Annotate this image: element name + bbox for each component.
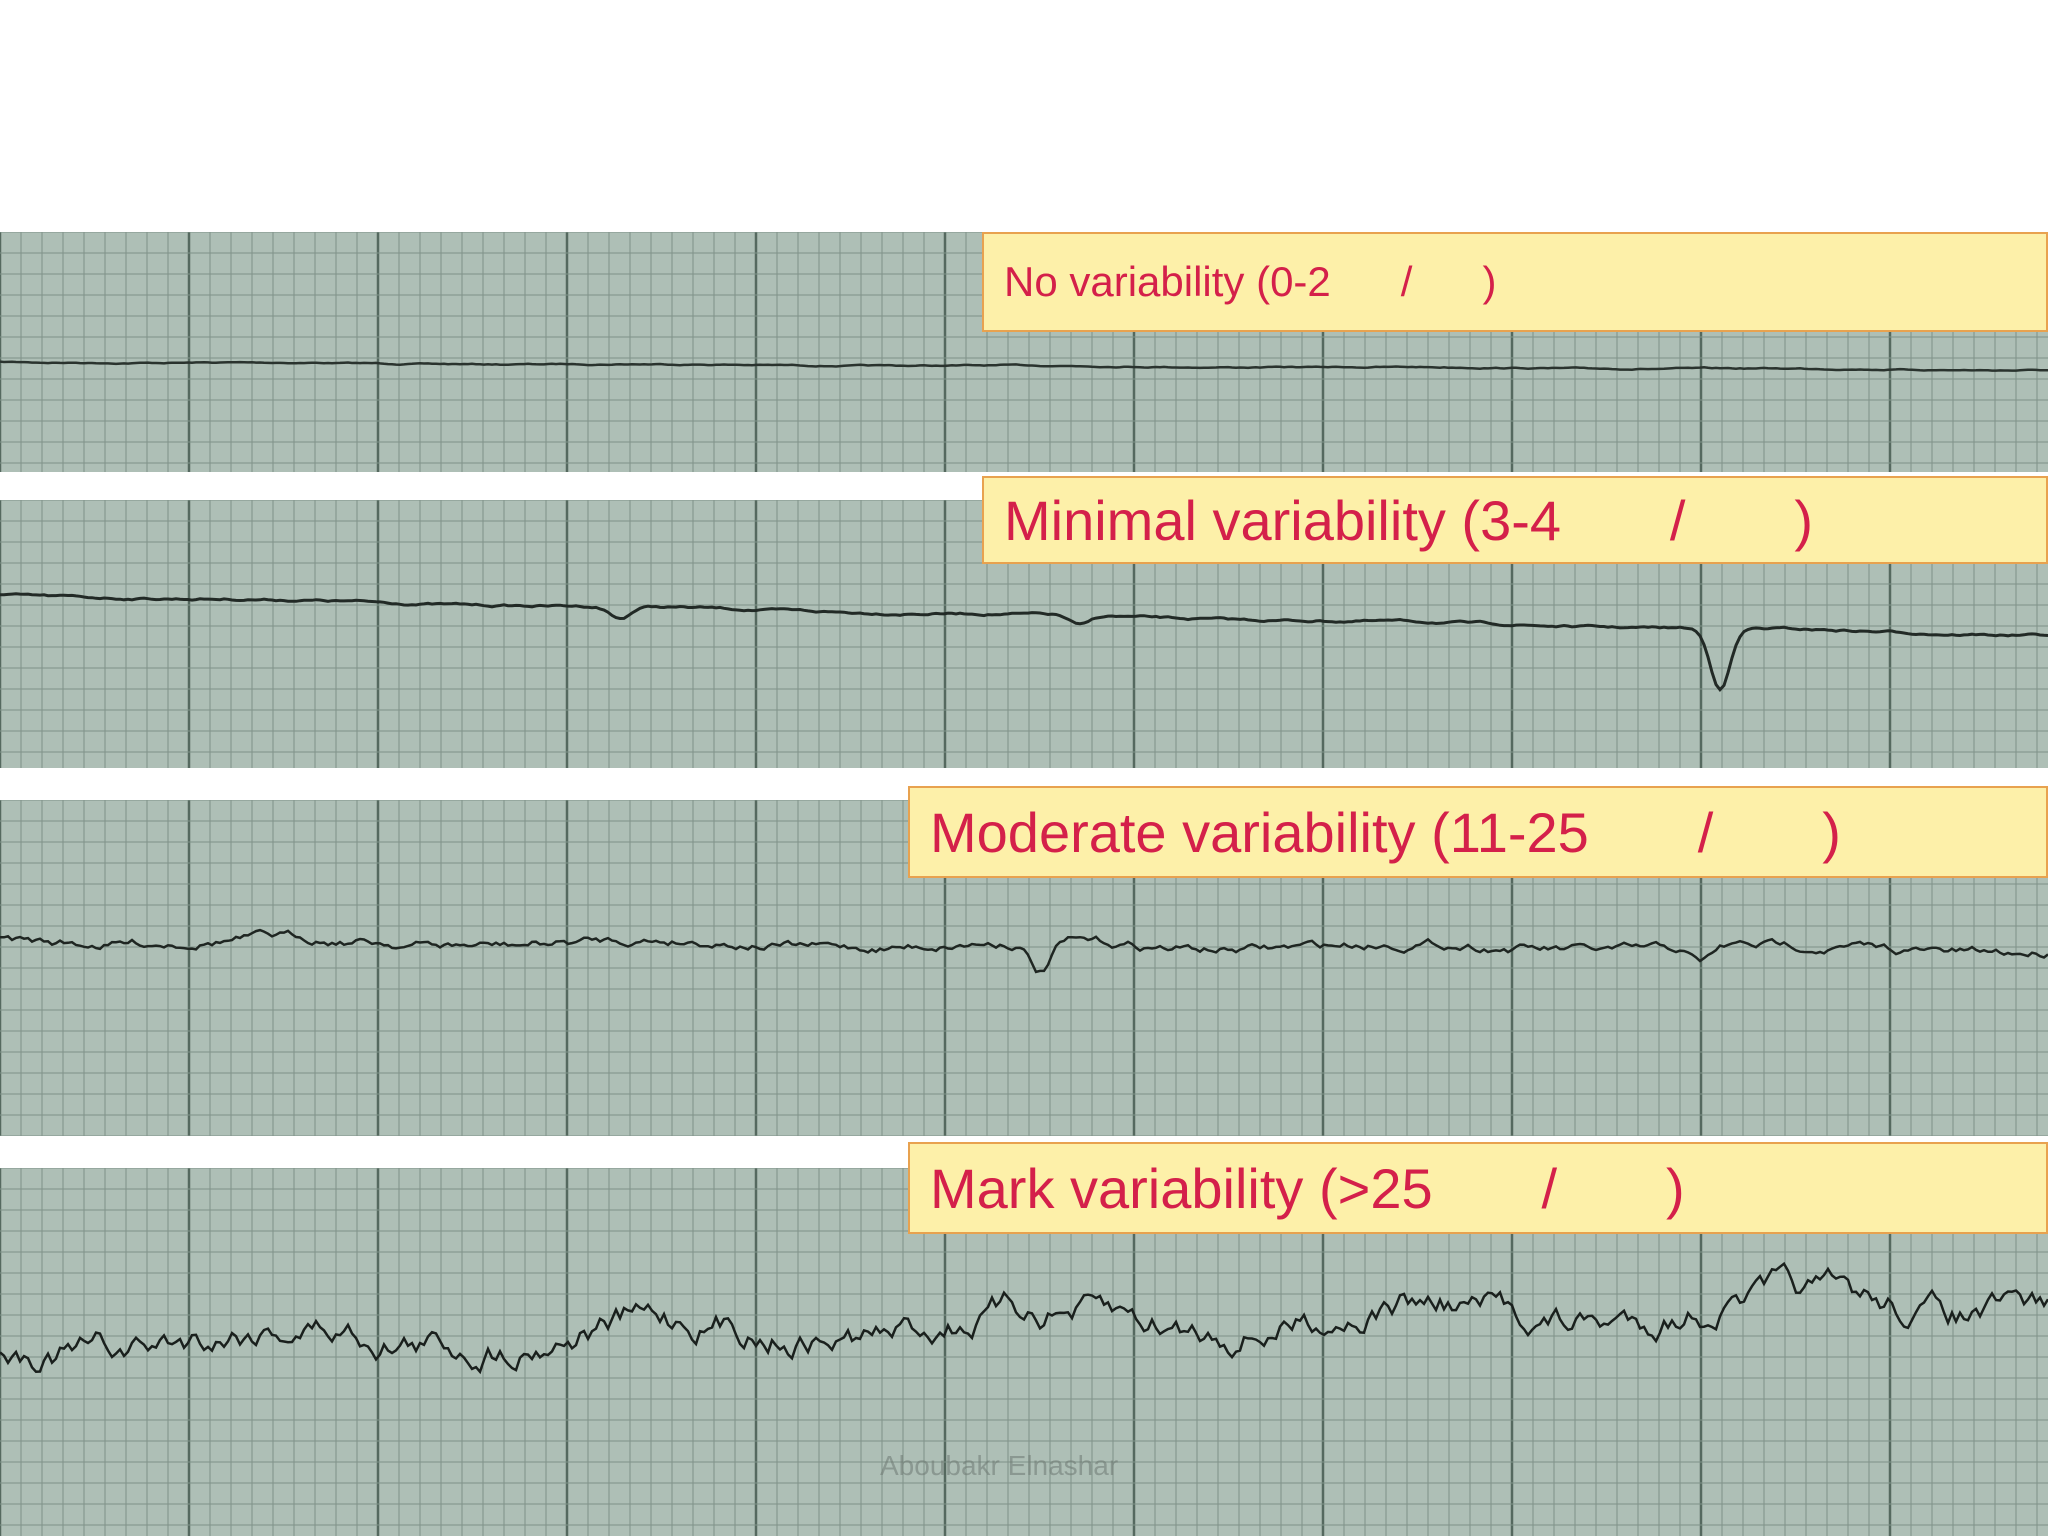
label-minimal-variability: Minimal variability (3-4 / ): [982, 476, 2048, 564]
fhr-trace-marked-variability: [0, 1261, 2048, 1375]
fhr-trace-moderate-variability: [0, 928, 2048, 974]
label-marked-variability: Mark variability (>25 / ): [908, 1142, 2048, 1234]
label-moderate-variability: Moderate variability (11-25 / ): [908, 786, 2048, 878]
watermark: Aboubakr Elnashar: [880, 1450, 1119, 1481]
ctg-strip-minimal-variability: [0, 500, 2048, 768]
label-no-variability: No variability (0-2 / ): [982, 232, 2048, 332]
fhr-trace-minimal-variability: [0, 592, 2048, 693]
fhr-trace-no-variability: [0, 360, 2048, 372]
